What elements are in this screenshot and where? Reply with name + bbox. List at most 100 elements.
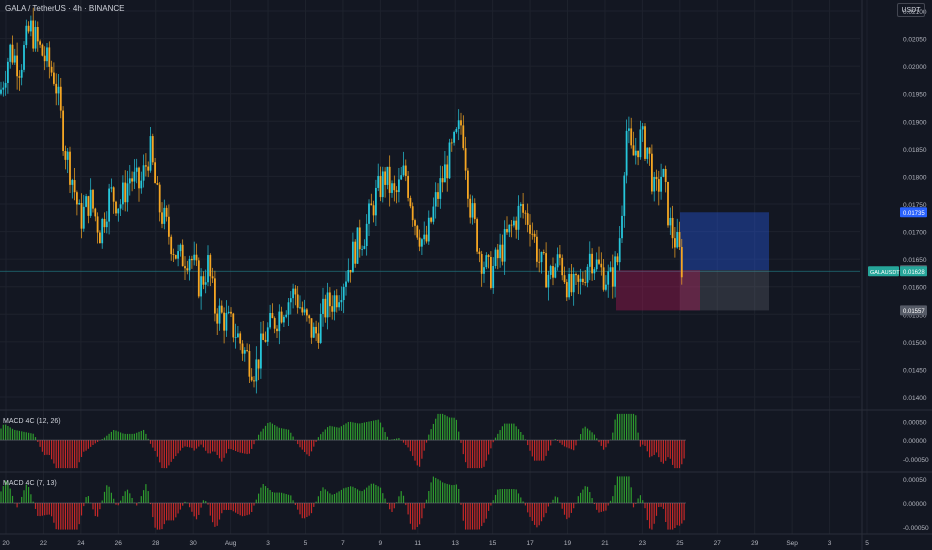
macd-bar [375,484,377,503]
x-tick-label: 30 [190,540,198,547]
candle-body [614,256,616,287]
macd-bar [412,440,414,456]
candle-body [165,207,168,217]
macd-bar [402,495,405,503]
candle-body [448,142,451,179]
macd-bar [681,440,683,465]
macd-bar [614,419,616,441]
macd-bar [41,440,43,452]
macd-bar [637,432,639,441]
candle-body [455,129,458,132]
macd-bar [97,440,99,442]
macd-bar [225,503,227,510]
candle-body [82,206,85,229]
macd-bar [166,440,168,469]
macd-bar [616,413,618,441]
macd-bar [465,503,467,530]
macd-1-histogram [0,413,686,469]
macd-bar [200,503,202,508]
macd-bar [382,427,384,441]
macd-bar [577,496,579,503]
macd-bar [143,490,145,503]
macd-bar [78,440,80,463]
macd-bar [545,503,547,514]
macd-bar [62,440,64,469]
candle-body [128,178,131,184]
macd-bar [170,440,172,462]
macd-bar [11,495,14,503]
macd-bar [2,486,4,503]
macd-bar [632,413,635,441]
currency-button[interactable]: USDT [897,3,925,17]
macd-bar [580,434,582,441]
macd-bar [490,440,492,449]
macd-bar [522,501,524,503]
long-position-tool[interactable] [616,212,769,311]
macd-bar [506,423,508,441]
macd-bar [350,486,352,503]
macd-bar [653,440,655,455]
candle-body [322,298,324,314]
macd-bar [639,495,641,503]
candle-body [542,252,545,254]
macd-bar [115,503,117,505]
macd-bar [607,503,609,506]
candle-body [147,166,150,171]
macd-bar [513,489,515,503]
macd-bar [458,488,460,503]
macd-bar [156,440,158,457]
macd-bar [18,430,20,441]
macd-bar [501,489,503,503]
candle-body [407,175,409,198]
macd-bar [458,431,460,441]
candle-body [634,150,637,156]
macd-bar [499,489,501,503]
macd-bar [99,503,101,510]
x-tick-label: 3 [828,540,832,547]
candle-body [326,292,329,318]
candle-body [266,327,269,342]
macd-bar [678,503,681,526]
macd-bar [517,493,520,503]
macd-bar [566,503,568,520]
macd-bar [653,503,655,524]
candle-body [99,232,101,244]
candle-body [460,120,462,126]
candle-body [193,254,196,261]
y-tick-label: 0.01550 [903,312,927,319]
candle-body [62,110,64,151]
candle-body [379,175,382,198]
macd-bar [455,484,457,503]
macd-bar [621,413,623,441]
macd-bar [660,503,662,507]
candle-body [531,233,534,235]
macd-bar [419,440,421,467]
candle-body [439,178,442,199]
macd-bar [18,503,20,504]
macd-bar [596,438,598,441]
macd-bar [451,485,453,503]
macd-bar [619,413,621,441]
macd-bar [591,498,593,503]
macd-bar [674,503,676,529]
macd-bar [147,491,149,503]
candle-body [646,147,649,159]
macd-bar [108,486,110,503]
macd-bar [308,440,310,457]
macd-bar [471,440,474,469]
macd-bar [416,440,418,466]
candle-body [423,234,426,240]
macd-bar [492,440,494,443]
macd-bar [209,440,211,454]
x-tick-label: 21 [601,540,609,547]
candle-body [554,267,557,278]
macd-bar [83,503,85,507]
macd-bar [239,503,241,516]
macd-bar [264,425,267,441]
macd-bar [343,488,345,503]
candle-body [149,136,152,171]
candle-body [57,86,60,94]
candle-body [662,168,665,177]
x-tick-label: 3 [266,540,270,547]
